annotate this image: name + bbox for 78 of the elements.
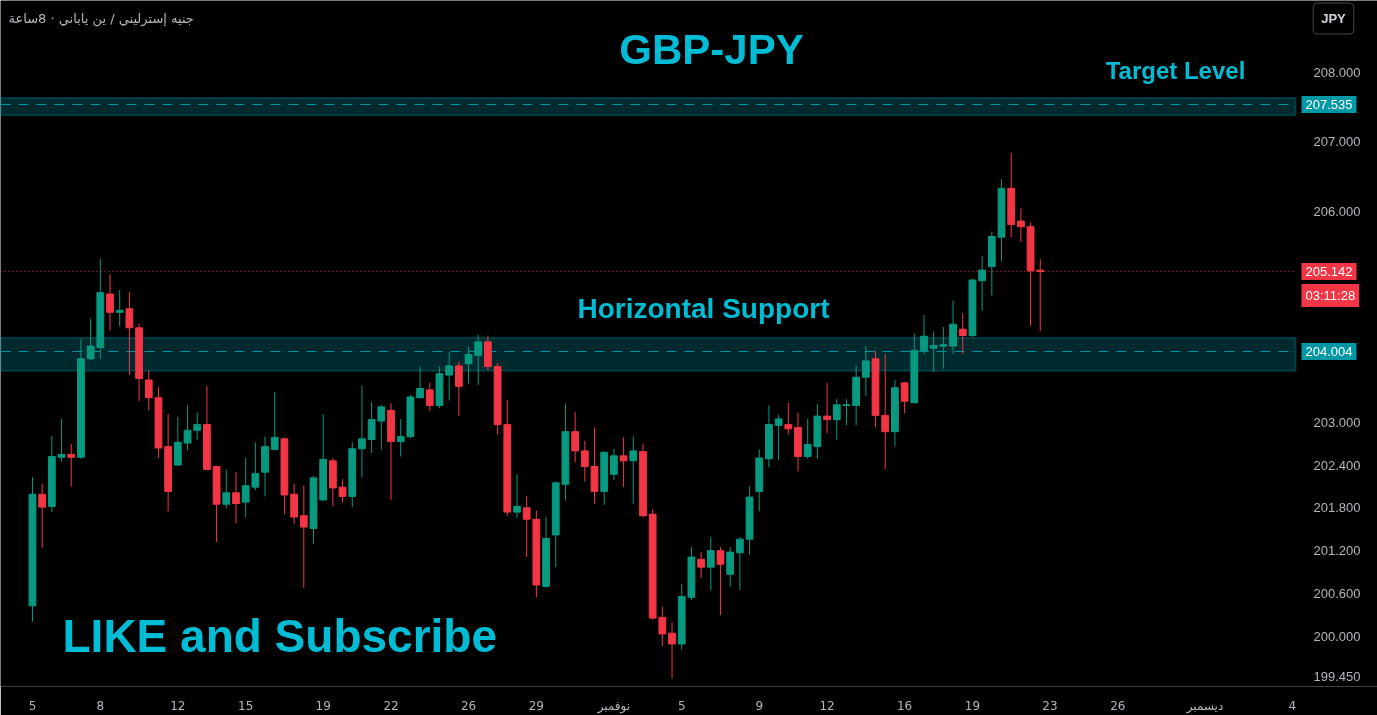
text: 03:11:28: [1305, 288, 1356, 303]
y-tick-label: 201.200: [1313, 543, 1361, 559]
y-tick-label: 203.000: [1313, 414, 1361, 430]
candlestick: [716, 546, 725, 616]
candlestick: [958, 312, 967, 355]
x-tick-label: 16: [896, 698, 913, 713]
y-tick-label: 206.000: [1313, 203, 1361, 219]
candlestick: [920, 314, 928, 355]
candlestick: [726, 546, 735, 587]
candlestick: [629, 436, 638, 505]
y-tick-label: 199.450: [1313, 668, 1361, 684]
x-tick-label: 12: [170, 698, 186, 713]
x-tick-label: 19: [315, 698, 331, 713]
candlestick: [358, 385, 366, 478]
candlestick: [270, 391, 279, 451]
candlestick: [861, 345, 870, 397]
candlestick: [57, 418, 66, 463]
y-tick-label: 201.800: [1313, 500, 1361, 516]
x-tick-label: نوفمبر: [596, 698, 631, 714]
candlestick: [823, 382, 831, 434]
x-tick-label: 4: [1288, 698, 1297, 713]
x-tick-label: 19: [964, 698, 981, 713]
candlestick: [784, 402, 793, 436]
annotation: جنيه إسترليني / ين ياباني · 8ساعة: [8, 11, 194, 27]
text: JPY: [1321, 11, 1347, 26]
y-tick-label: 200.600: [1313, 586, 1361, 602]
candlestick: [697, 551, 705, 579]
candlestick: [290, 483, 299, 525]
x-tick-label: 26: [1110, 698, 1126, 713]
candlestick: [38, 483, 47, 549]
candlestick: [1016, 208, 1025, 243]
candlestick: [978, 255, 987, 312]
x-tick-label: 9: [755, 698, 764, 713]
candlestick: [571, 411, 580, 463]
candlestick: [232, 471, 240, 525]
candlestick: [513, 473, 521, 519]
candlestick: [881, 353, 890, 470]
text: GBP-JPY: [619, 26, 804, 73]
candlestick: [67, 443, 76, 487]
candlestick: [299, 485, 308, 589]
candlestick: [222, 468, 231, 510]
band-label: Target Level: [1105, 56, 1246, 84]
candlestick: [735, 536, 744, 591]
annotation: LIKE and Subscribe: [62, 609, 498, 662]
candlestick: [668, 621, 676, 680]
x-tick-label: 15: [238, 698, 254, 713]
y-tick-label: 208.000: [1313, 64, 1361, 80]
candlestick: [949, 299, 957, 355]
x-tick-label: 8: [96, 698, 105, 713]
candlestick: [522, 495, 531, 558]
candlestick: [106, 273, 114, 332]
x-tick-label: 22: [383, 698, 399, 713]
x-tick-label: 12: [819, 698, 835, 713]
band-label: Horizontal Support: [577, 292, 830, 324]
x-tick-label: 5: [677, 698, 686, 713]
candlestick: [115, 289, 124, 327]
y-tick-label: 207.000: [1313, 134, 1361, 150]
candlestick: [125, 291, 134, 376]
candlestick: [416, 366, 424, 399]
candlestick: [900, 381, 909, 414]
x-tick-label: 29: [528, 698, 545, 713]
candlestick: [144, 369, 153, 411]
ref-line-label: 205.142: [1305, 263, 1353, 279]
x-tick-label: 26: [460, 698, 477, 713]
candlestick: [425, 382, 434, 412]
candlestick: [774, 414, 783, 461]
ref-line-label: 207.535: [1305, 96, 1353, 112]
candlestick: [454, 361, 463, 417]
ref-line-label: 204.004: [1305, 343, 1353, 359]
x-tick-label: 5: [28, 698, 37, 713]
y-tick-label: 202.400: [1313, 457, 1361, 473]
candlestick: [619, 436, 628, 488]
candlestick: [706, 536, 715, 591]
candlestick: [338, 478, 347, 503]
y-tick-label: 200.000: [1313, 629, 1361, 645]
candlestick: [610, 448, 618, 481]
x-tick-label: ديسمبر: [1185, 698, 1224, 714]
x-tick-label: 23: [1042, 698, 1058, 713]
